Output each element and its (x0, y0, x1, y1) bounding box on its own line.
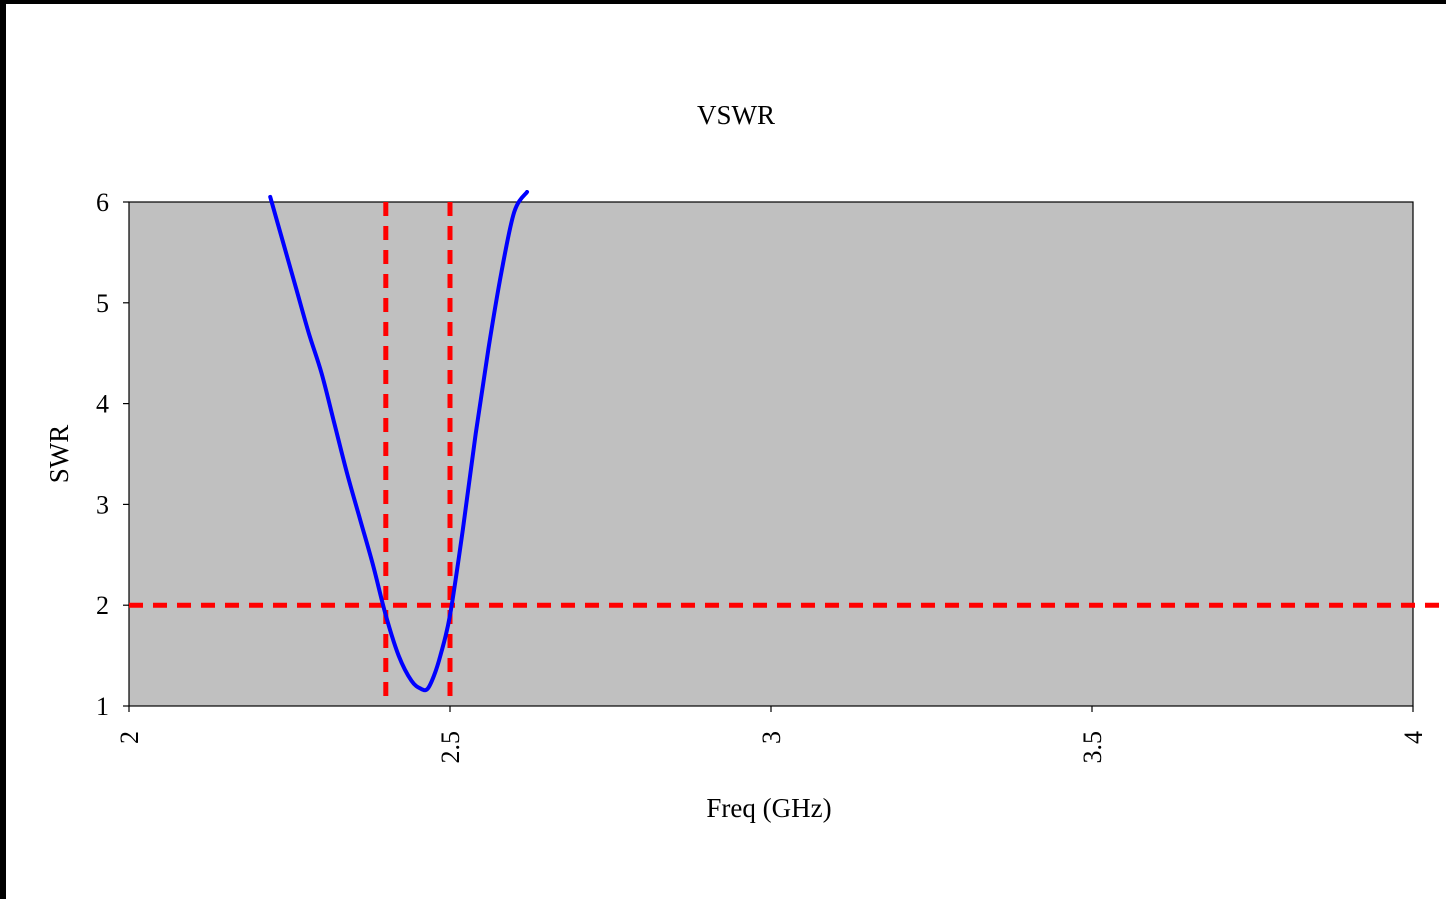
y-tick-label: 4 (96, 390, 109, 419)
y-tick-label: 6 (96, 188, 109, 217)
y-tick-label: 3 (96, 490, 109, 519)
chart-title: VSWR (697, 100, 775, 130)
x-tick-label: 3.5 (1078, 731, 1107, 764)
series-group (268, 190, 530, 693)
x-tick-label: 3 (757, 731, 786, 744)
y-tick-label: 2 (96, 591, 109, 620)
x-tick-label: 2.5 (436, 731, 465, 764)
x-tick-label: 2 (115, 731, 144, 744)
plot-background (128, 201, 1414, 707)
plot-area (128, 201, 1414, 707)
y-tick-label: 5 (96, 289, 109, 318)
x-tick-label: 4 (1399, 731, 1428, 744)
x-axis: 2 2.5 3 3.5 4 (115, 706, 1428, 764)
series-line-vswr (268, 190, 530, 693)
y-axis-title: SWR (44, 425, 74, 484)
y-tick-label: 1 (96, 692, 109, 721)
x-axis-title: Freq (GHz) (706, 793, 831, 823)
y-axis: 1 2 3 4 5 6 (96, 188, 129, 721)
